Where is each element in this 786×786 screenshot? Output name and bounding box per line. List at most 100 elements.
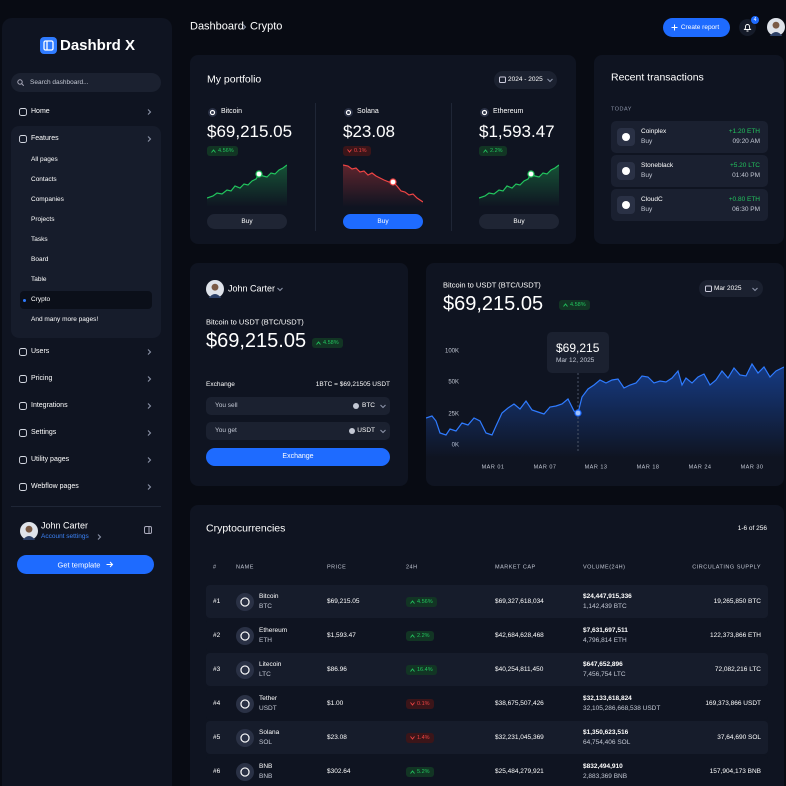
spark-line — [343, 164, 423, 203]
coin-name: Ethereum — [493, 107, 524, 115]
notification-count: 4 — [753, 17, 757, 23]
chevron — [145, 429, 153, 437]
breadcrumb-current: Crypto — [250, 20, 283, 33]
transaction-row[interactable] — [611, 189, 768, 221]
chevron-svg — [147, 376, 152, 382]
trend-arrow — [483, 149, 488, 153]
change-value: 16.4% — [417, 666, 433, 673]
trend-arrow — [410, 599, 415, 604]
coin-icon — [236, 660, 254, 679]
x-axis-label: MAR 07 — [533, 464, 557, 471]
exchange-button[interactable]: Exchange — [206, 448, 390, 466]
change-badge: 1.4% — [406, 732, 434, 743]
avatar-svg — [206, 280, 224, 298]
nav-label: Settings — [31, 428, 57, 436]
table-row[interactable] — [206, 755, 768, 786]
button-label: Get template — [57, 560, 101, 569]
coin-dot-svg — [353, 403, 359, 409]
change-badge: 4.56% — [406, 596, 437, 607]
chevron-svg — [147, 430, 152, 436]
transaction-type: Buy — [641, 172, 653, 180]
trend-arrow — [410, 701, 415, 706]
nav-icon — [19, 375, 27, 383]
coin-price: $23.08 — [327, 733, 347, 741]
brand-logo-svg — [40, 37, 57, 54]
sub-nav-label: Contacts — [31, 176, 57, 184]
trend-arrow — [410, 735, 415, 740]
table-row[interactable] — [206, 721, 768, 754]
trend-arrow — [410, 769, 415, 774]
card-title: My portfolio — [207, 73, 262, 86]
calendar-icon-svg — [499, 76, 506, 83]
table-row[interactable] — [206, 687, 768, 720]
change-badge: 16.4% — [406, 664, 437, 675]
period-picker[interactable] — [699, 280, 763, 297]
nav-icon — [19, 135, 27, 143]
coin-name: Solana — [357, 107, 379, 115]
sub-nav-label: All pages — [31, 156, 58, 164]
spark-dot — [389, 178, 397, 186]
y-axis-label: 50K — [448, 379, 459, 386]
active-dot-svg — [23, 298, 26, 302]
chart-title: Bitcoin to USDT (BTC/USDT) — [443, 280, 541, 290]
exchange-input[interactable] — [206, 422, 390, 440]
coin-name: Bitcoin — [221, 107, 243, 115]
sub-nav-label: Tasks — [31, 236, 48, 244]
active-page[interactable] — [20, 291, 152, 309]
market-cap: $25,484,279,921 — [495, 767, 544, 775]
table-row[interactable] — [206, 653, 768, 686]
exchange-input[interactable] — [206, 397, 390, 415]
account-link: Account settings — [41, 533, 89, 541]
chevron — [546, 76, 554, 84]
coin-icon-svg — [479, 107, 489, 117]
table-row[interactable] — [206, 619, 768, 652]
change-value: 0.1% — [354, 148, 367, 154]
search-box[interactable]: Search dashboard... — [11, 73, 161, 92]
sub-nav-label: Table — [31, 276, 47, 284]
chevron — [145, 402, 153, 410]
get-template-button[interactable]: Get template — [17, 555, 154, 574]
divider — [11, 506, 161, 507]
change-value: 4.58% — [323, 340, 339, 346]
chevron-svg — [547, 78, 553, 83]
volume-coin: 2,883,369 BNB — [583, 772, 628, 780]
sparkline-svg — [343, 164, 423, 207]
change-badge: 0.1% — [406, 698, 434, 709]
chevron — [379, 402, 387, 410]
table-row[interactable] — [206, 585, 768, 618]
column-header: MARKET CAP — [495, 564, 536, 571]
merchant-name: CloudC — [641, 196, 663, 204]
spark-line — [479, 164, 559, 199]
coin-price: $69,215.05 — [327, 597, 360, 605]
chevron — [145, 375, 153, 383]
sub-nav-label: Board — [31, 256, 49, 264]
coin-name: Tether — [259, 694, 278, 702]
create-report-button[interactable]: Create report — [663, 18, 730, 37]
calendar-icon — [705, 285, 712, 292]
transaction-row[interactable] — [611, 121, 768, 153]
price-chart — [426, 263, 784, 463]
buy-button[interactable]: Buy — [479, 214, 559, 229]
merchant-icon-svg — [617, 196, 635, 214]
transaction-type: Buy — [641, 138, 653, 146]
y-axis-label: 25K — [448, 411, 459, 418]
coin-symbol: BNB — [259, 772, 273, 780]
merchant-icon — [617, 128, 635, 146]
nav-icon — [19, 402, 27, 410]
circulating-supply: 157,904,173 BNB — [709, 767, 761, 775]
range-picker[interactable] — [494, 71, 557, 89]
market-cap: $38,675,507,426 — [495, 699, 544, 707]
plus-icon-svg — [671, 24, 678, 31]
user-name: John Carter — [228, 283, 276, 294]
transaction-row[interactable] — [611, 155, 768, 187]
change-value: 0.1% — [417, 700, 430, 707]
rank: #3 — [213, 665, 221, 673]
column-header: PRICE — [327, 564, 347, 571]
nav-label: Webflow pages — [31, 482, 79, 490]
buy-button[interactable]: Buy — [207, 214, 287, 229]
buy-button[interactable]: Buy — [343, 214, 423, 229]
coin-dot-svg — [349, 428, 355, 434]
coin-price: $1,593.47 — [479, 121, 555, 141]
tooltip-value: $69,215 — [556, 340, 600, 355]
search-icon-svg — [17, 79, 24, 86]
